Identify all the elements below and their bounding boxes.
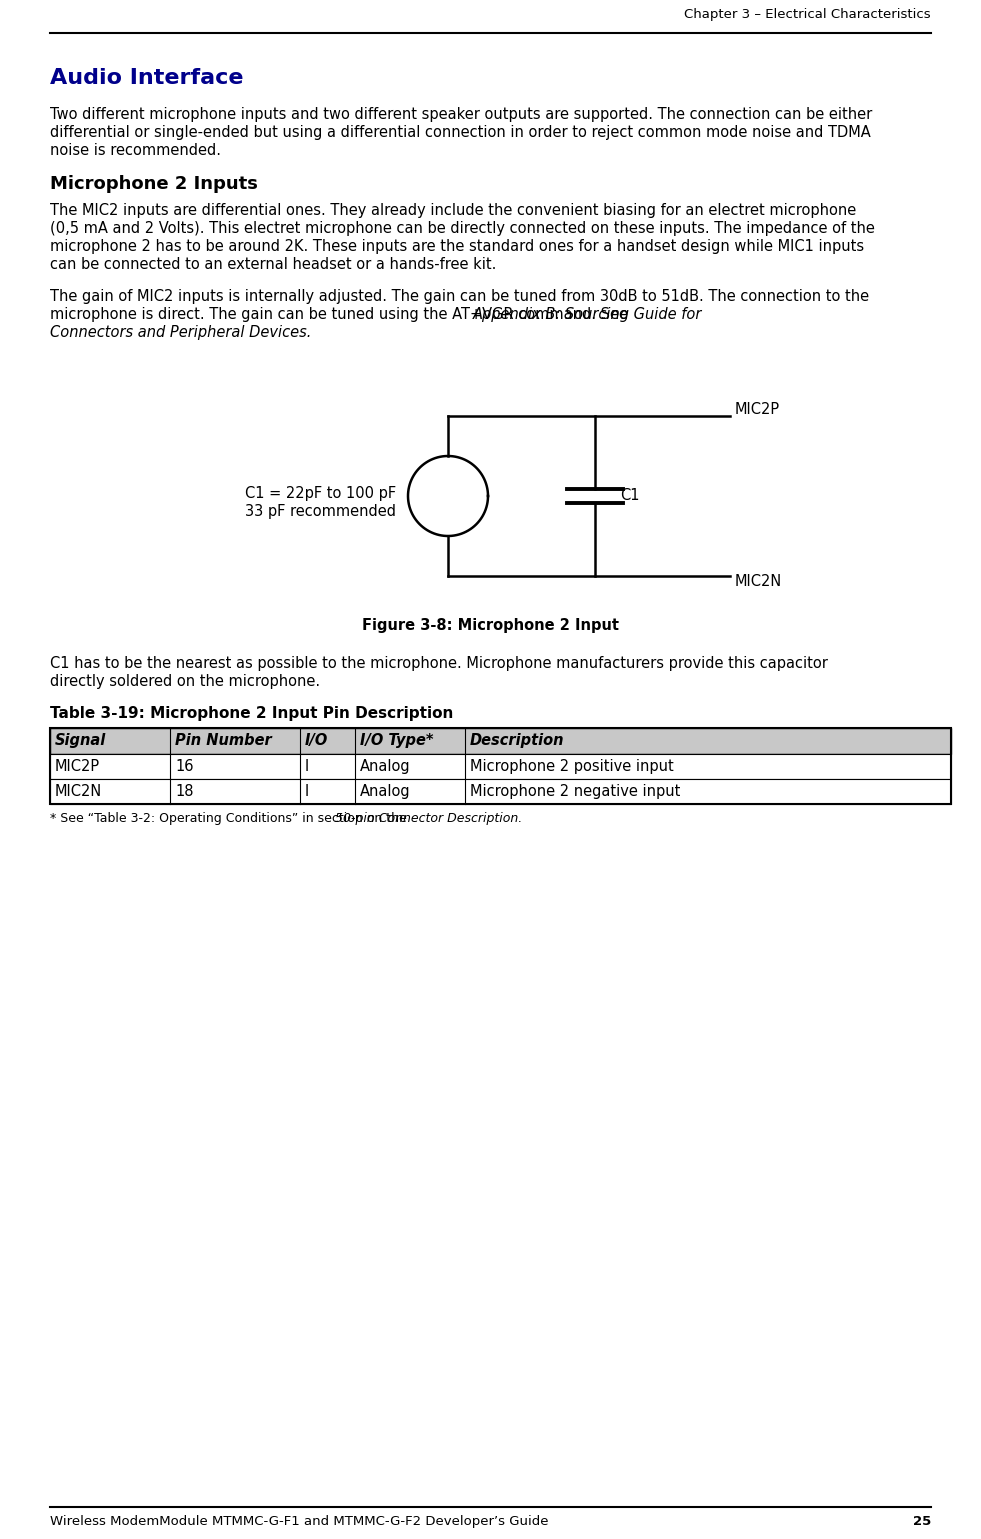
Text: C1 has to be the nearest as possible to the microphone. Microphone manufacturers: C1 has to be the nearest as possible to … [50,656,828,671]
Text: Pin Number: Pin Number [175,733,272,748]
Text: microphone is direct. The gain can be tuned using the AT+VGR command. See: microphone is direct. The gain can be tu… [50,306,633,322]
Text: Analog: Analog [360,783,411,799]
Bar [50,728,951,803]
Text: Table 3-19: Microphone 2 Input Pin Description: Table 3-19: Microphone 2 Input Pin Descr… [50,706,453,720]
Text: The MIC2 inputs are differential ones. They already include the convenient biasi: The MIC2 inputs are differential ones. T… [50,203,856,219]
Text: The gain of MIC2 inputs is internally adjusted. The gain can be tuned from 30dB : The gain of MIC2 inputs is internally ad… [50,289,869,305]
Text: MIC2N: MIC2N [735,574,782,589]
Text: I: I [305,759,309,774]
Bar [50,779,951,803]
Text: Microphone 2 Inputs: Microphone 2 Inputs [50,175,258,192]
Text: MIC2N: MIC2N [55,783,102,799]
Text: Connectors and Peripheral Devices.: Connectors and Peripheral Devices. [50,325,311,340]
Text: differential or single-ended but using a differential connection in order to rej: differential or single-ended but using a… [50,125,871,140]
Text: can be connected to an external headset or a hands-free kit.: can be connected to an external headset … [50,257,496,272]
Text: Description: Description [470,733,564,748]
Bar [50,728,951,754]
Text: directly soldered on the microphone.: directly soldered on the microphone. [50,674,320,689]
Text: (0,5 mA and 2 Volts). This electret microphone can be directly connected on thes: (0,5 mA and 2 Volts). This electret micr… [50,222,875,235]
Text: 16: 16 [175,759,193,774]
Text: MIC2P: MIC2P [55,759,100,774]
Text: Appendix B: Sourcing Guide for: Appendix B: Sourcing Guide for [473,306,702,322]
Text: noise is recommended.: noise is recommended. [50,143,221,159]
Text: 18: 18 [175,783,193,799]
Text: MIC2P: MIC2P [735,402,780,417]
Text: Two different microphone inputs and two different speaker outputs are supported.: Two different microphone inputs and two … [50,108,872,122]
Text: 33 pF recommended: 33 pF recommended [245,503,396,519]
Text: Chapter 3 – Electrical Characteristics: Chapter 3 – Electrical Characteristics [685,8,931,22]
Text: microphone 2 has to be around 2K. These inputs are the standard ones for a hands: microphone 2 has to be around 2K. These … [50,239,864,254]
Text: I: I [305,783,309,799]
Text: Figure 3-8: Microphone 2 Input: Figure 3-8: Microphone 2 Input [362,619,619,633]
Text: Signal: Signal [55,733,106,748]
Text: Analog: Analog [360,759,411,774]
Text: * See “Table 3-2: Operating Conditions” in section on the: * See “Table 3-2: Operating Conditions” … [50,813,411,825]
Text: Microphone 2 negative input: Microphone 2 negative input [470,783,681,799]
Text: Microphone 2 positive input: Microphone 2 positive input [470,759,674,774]
Text: Wireless ModemModule MTMMC-G-F1 and MTMMC-G-F2 Developer’s Guide: Wireless ModemModule MTMMC-G-F1 and MTMM… [50,1514,548,1528]
Text: I/O: I/O [305,733,329,748]
Text: C1 = 22pF to 100 pF: C1 = 22pF to 100 pF [245,486,396,502]
Text: Audio Interface: Audio Interface [50,68,243,88]
Text: C1: C1 [620,488,640,503]
Text: 50-pin Connector Description.: 50-pin Connector Description. [336,813,523,825]
Text: I/O Type*: I/O Type* [360,733,434,748]
Bar [50,754,951,779]
Text: 25: 25 [912,1514,931,1528]
